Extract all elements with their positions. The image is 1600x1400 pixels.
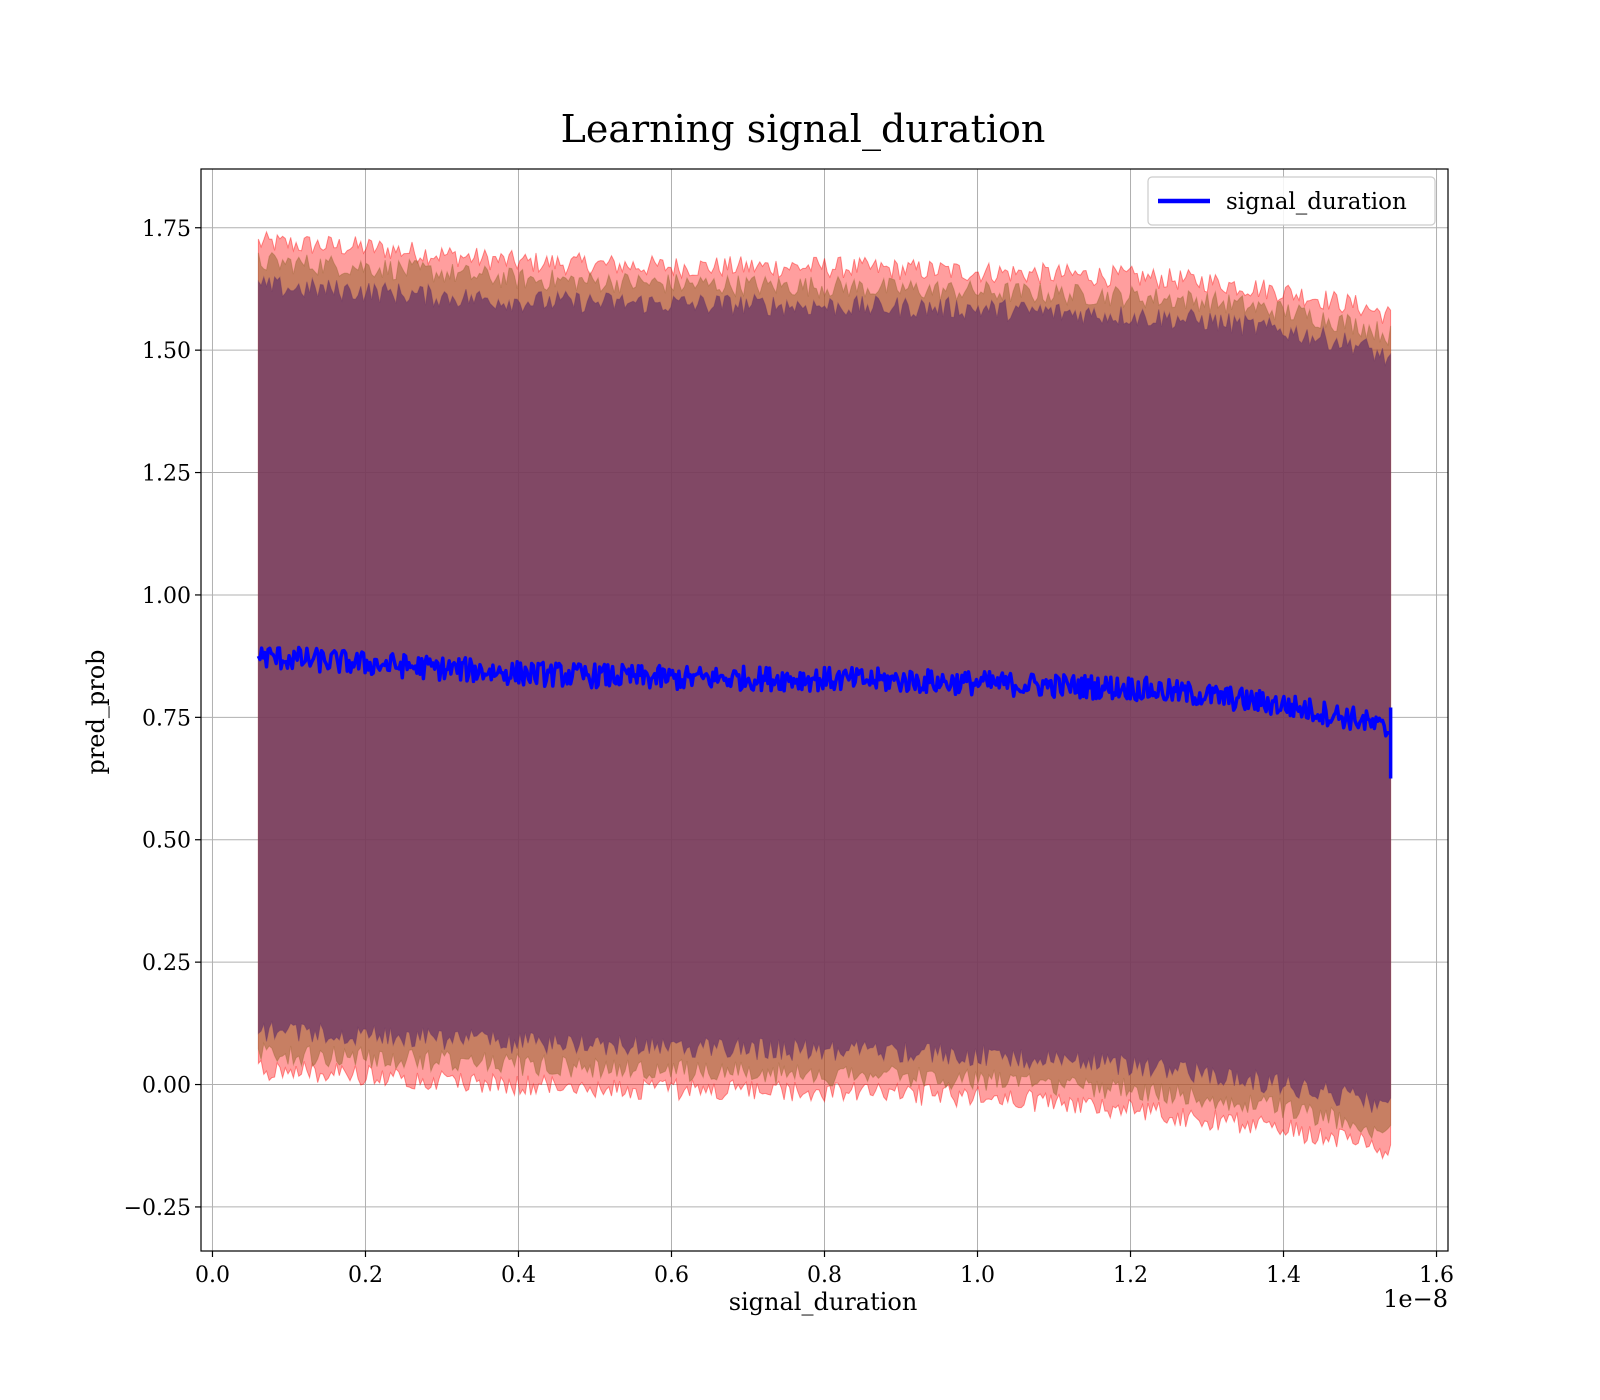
x-tick-label: 0.8 (807, 1263, 842, 1288)
x-tick-label: 1.2 (1113, 1263, 1148, 1288)
y-tick-label: 0.25 (142, 951, 191, 976)
y-tick-label: 1.25 (142, 462, 191, 487)
x-tick-label: 0.0 (195, 1263, 230, 1288)
x-tick-label: 0.4 (501, 1263, 536, 1288)
chart-title: Learning signal_duration (561, 107, 1046, 152)
x-tick-label: 1.4 (1266, 1263, 1301, 1288)
series-line-signal_duration (256, 645, 1391, 738)
y-tick-label: 0.75 (142, 706, 191, 731)
legend-label: signal_duration (1226, 189, 1407, 215)
legend-box (1147, 176, 1436, 226)
x-axis-offset-label: 1e−8 (1383, 1285, 1448, 1313)
x-tick-label: 0.6 (654, 1263, 689, 1288)
y-tick-label: 1.50 (142, 339, 191, 364)
bands-layer (257, 230, 1392, 1160)
lines-layer (256, 645, 1393, 779)
y-tick-label: 0.50 (142, 829, 191, 854)
confidence-band-3 (257, 275, 1392, 1113)
legend: signal_duration (1147, 176, 1436, 226)
x-axis-label: signal_duration (729, 1288, 918, 1316)
y-axis-label: pred_prob (82, 649, 110, 774)
y-tick-label: −0.25 (124, 1196, 191, 1221)
x-tick-label: 0.2 (348, 1263, 383, 1288)
x-tick-label: 1.0 (960, 1263, 995, 1288)
y-tick-label: 1.75 (142, 217, 191, 242)
y-tick-label: 1.00 (142, 584, 191, 609)
y-tick-label: 0.00 (142, 1074, 191, 1099)
x-axis-ticks: 0.0 0.2 0.4 0.6 0.8 1.0 1.2 1.4 1.6 (195, 1251, 1454, 1288)
x-tick-label: 1.6 (1419, 1263, 1454, 1288)
y-axis-ticks: −0.25 0.00 0.25 0.50 0.75 1.00 1.25 1.50 1.75 (124, 217, 201, 1221)
